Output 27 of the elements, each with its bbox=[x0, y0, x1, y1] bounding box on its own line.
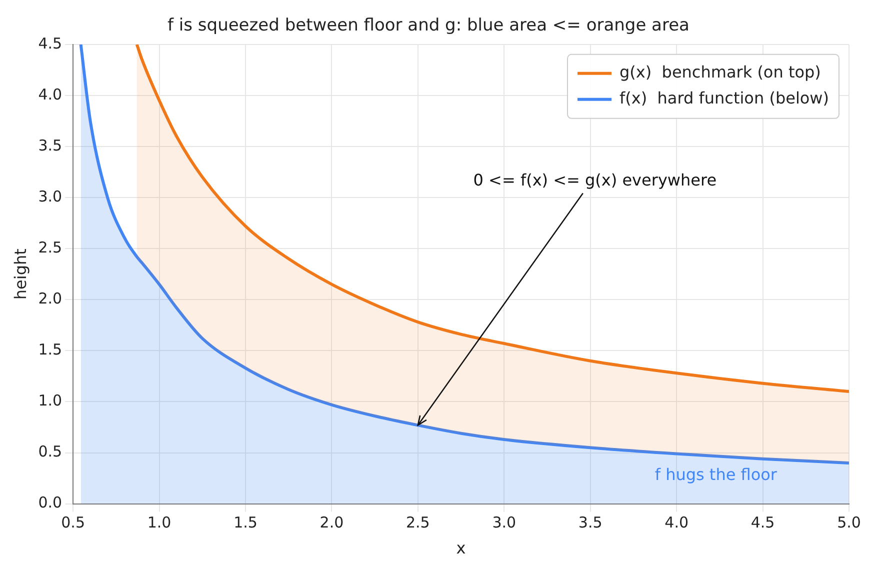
annotation: 0 <= f(x) <= g(x) everywhere bbox=[473, 170, 717, 190]
y-tick-label: 4.5 bbox=[38, 34, 62, 52]
x-tick-label: 2.5 bbox=[406, 514, 430, 532]
y-tick-label: 3.5 bbox=[38, 136, 62, 154]
x-tick-label: 3.0 bbox=[492, 514, 516, 532]
y-tick-label: 2.0 bbox=[38, 290, 62, 308]
x-tick-label: 0.5 bbox=[61, 514, 85, 532]
y-tick-label: 0.5 bbox=[38, 442, 62, 461]
x-tick-label: 1.5 bbox=[234, 514, 258, 532]
x-tick-label: 2.0 bbox=[320, 514, 344, 532]
y-tick-label: 2.5 bbox=[38, 238, 62, 256]
y-tick-label: 1.0 bbox=[38, 392, 62, 410]
y-tick-label: 0.0 bbox=[38, 494, 62, 512]
x-tick-label: 4.0 bbox=[664, 514, 688, 532]
y-tick-label: 4.0 bbox=[38, 85, 62, 104]
legend-label: g(x) benchmark (on top) bbox=[620, 62, 821, 82]
y-tick-label: 3.0 bbox=[38, 187, 62, 206]
x-tick-label: 4.5 bbox=[750, 514, 775, 532]
x-tick-label: 5.0 bbox=[837, 514, 861, 532]
x-tick-label: 3.5 bbox=[578, 514, 602, 532]
y-axis-title: height bbox=[10, 248, 30, 300]
annotation: f hugs the floor bbox=[654, 464, 778, 484]
legend-label: f(x) hard function (below) bbox=[620, 88, 830, 108]
x-axis-title: x bbox=[456, 538, 466, 558]
y-tick-label: 1.5 bbox=[38, 340, 62, 359]
x-tick-label: 1.0 bbox=[147, 514, 172, 532]
chart-title: f is squeezed between floor and g: blue area <= orange area bbox=[168, 16, 690, 36]
